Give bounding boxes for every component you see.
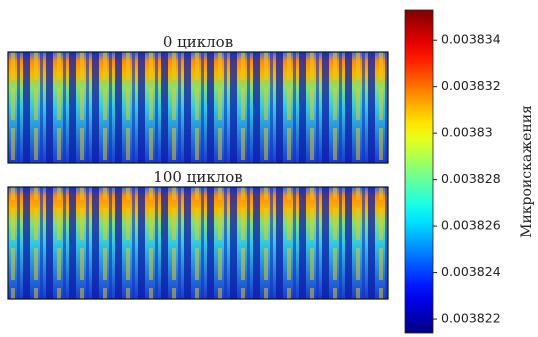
colorbar-label: Микроискажения xyxy=(519,105,535,238)
colorbar: 0.003822 0.003824 0.003826 0.003828 0.00383 0… xyxy=(404,9,535,334)
panel-title: 0 циклов xyxy=(163,33,233,51)
panel-title: 100 циклов xyxy=(153,168,242,186)
colorbar-tick-label: 0.003834 xyxy=(441,32,501,47)
panels: 0 циклов 100 циклов xyxy=(7,33,389,300)
colorbar-tick-label: 0.003826 xyxy=(441,218,501,233)
heatmap-frame xyxy=(7,186,389,300)
colorbar-fill xyxy=(404,9,434,334)
heatmap-frame xyxy=(7,51,389,164)
colorbar-tick-label: 0.003824 xyxy=(441,264,501,279)
heatmap-texture xyxy=(8,187,388,299)
colorbar-tick-label: 0.003828 xyxy=(441,171,501,186)
colorbar-tick-label: 0.003822 xyxy=(441,311,501,326)
heatmap-texture xyxy=(8,52,388,163)
colorbar-tick-label: 0.00383 xyxy=(441,125,493,140)
colorbar-tick-label: 0.003832 xyxy=(441,78,501,93)
